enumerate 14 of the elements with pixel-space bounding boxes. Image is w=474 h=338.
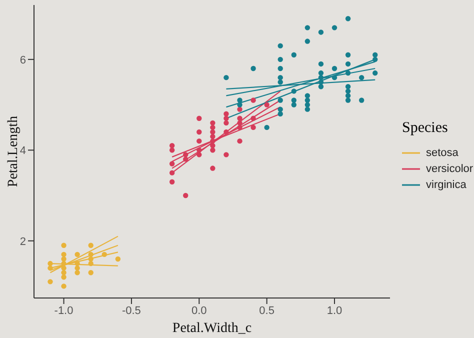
x-tick-label: -0.5 — [122, 304, 141, 317]
y-tick-label: 4 — [20, 145, 26, 158]
y-tick-label: 2 — [20, 236, 26, 248]
x-axis-title: Petal.Width_c — [172, 321, 252, 336]
legend-title: Species — [402, 120, 449, 137]
x-tick-label: -1.0 — [54, 304, 74, 317]
legend-label: versicolor — [426, 163, 474, 175]
y-tick-label: 6 — [20, 54, 26, 66]
y-axis-title: Petal.Length — [6, 116, 21, 188]
x-tick-label: 0.0 — [191, 304, 207, 317]
legend-label: virginica — [426, 179, 466, 191]
legend-label: setosa — [426, 147, 458, 159]
x-tick-label: 1.0 — [326, 304, 342, 317]
x-tick-label: 0.5 — [259, 304, 274, 317]
